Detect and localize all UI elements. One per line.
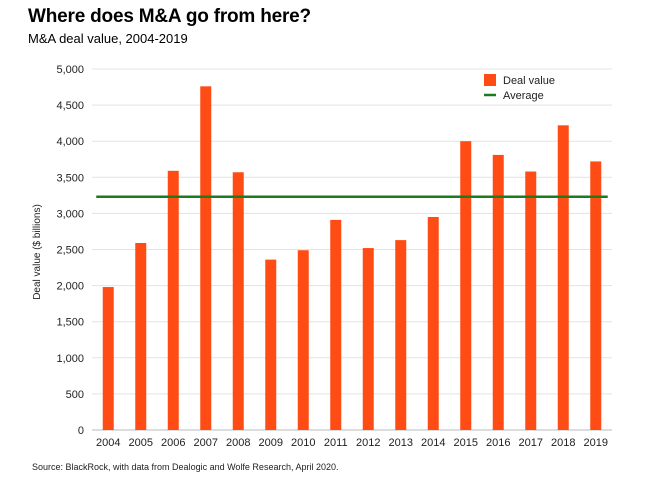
x-tick-label: 2014 bbox=[421, 437, 445, 449]
x-tick-label: 2007 bbox=[194, 437, 218, 449]
legend-label-average: Average bbox=[503, 90, 544, 102]
bars bbox=[102, 86, 602, 431]
bar-2009 bbox=[265, 259, 277, 430]
y-axis-label: Deal value ($ billions) bbox=[32, 204, 43, 300]
bar-2014 bbox=[427, 217, 439, 430]
bar-2010 bbox=[297, 250, 309, 430]
x-tick-label: 2006 bbox=[161, 437, 185, 449]
bar-2019 bbox=[590, 161, 602, 430]
x-tick-label: 2019 bbox=[584, 437, 608, 449]
x-tick-label: 2009 bbox=[259, 437, 283, 449]
bar-2006 bbox=[167, 170, 179, 430]
source-note: Source: BlackRock, with data from Dealog… bbox=[32, 462, 339, 472]
x-tick-label: 2015 bbox=[454, 437, 478, 449]
x-tick-label: 2005 bbox=[129, 437, 153, 449]
x-tick-label: 2018 bbox=[551, 437, 575, 449]
chart-subtitle: M&A deal value, 2004-2019 bbox=[28, 31, 188, 46]
y-tick-label: 2,000 bbox=[56, 281, 84, 293]
bar-2016 bbox=[492, 154, 504, 430]
bar-2018 bbox=[557, 125, 569, 430]
x-axis-ticks: 2004 2005 2006 2007 2008 2009 2010 2011 2012 2013… bbox=[96, 437, 608, 449]
x-tick-label: 2011 bbox=[324, 437, 348, 449]
bar-2011 bbox=[330, 219, 342, 430]
bar-2017 bbox=[525, 171, 537, 431]
legend-label-deal-value: Deal value bbox=[503, 75, 555, 87]
x-tick-label: 2004 bbox=[96, 437, 120, 449]
bar-2012 bbox=[362, 248, 374, 430]
legend: Deal value Average bbox=[484, 74, 555, 102]
x-tick-label: 2017 bbox=[519, 437, 543, 449]
chart-title: Where does M&A go from here? bbox=[28, 6, 311, 27]
y-tick-label: 4,500 bbox=[56, 100, 84, 112]
y-tick-label: 3,000 bbox=[56, 208, 84, 220]
y-tick-label: 4,000 bbox=[56, 136, 84, 148]
y-tick-label: 2,500 bbox=[56, 245, 84, 257]
x-tick-label: 2008 bbox=[226, 437, 250, 449]
x-tick-label: 2010 bbox=[291, 437, 315, 449]
y-tick-label: 1,000 bbox=[56, 353, 84, 365]
bar-2004 bbox=[102, 287, 114, 430]
bar-2013 bbox=[395, 240, 407, 430]
y-tick-label: 1,500 bbox=[56, 317, 84, 329]
y-tick-label: 5,000 bbox=[56, 64, 84, 76]
bar-2008 bbox=[232, 172, 244, 430]
x-tick-label: 2012 bbox=[356, 437, 380, 449]
y-axis-ticks: 0 500 1,000 1,500 2,000 2,500 3,000 3,500 4,000 4… bbox=[56, 64, 84, 437]
y-tick-label: 0 bbox=[78, 425, 84, 437]
legend-swatch-deal-value bbox=[484, 74, 496, 86]
x-tick-label: 2013 bbox=[389, 437, 413, 449]
x-tick-label: 2016 bbox=[486, 437, 510, 449]
bar-2005 bbox=[135, 243, 147, 430]
bar-2015 bbox=[460, 141, 472, 430]
bar-2007 bbox=[200, 86, 212, 430]
bar-chart: 0 500 1,000 1,500 2,000 2,500 3,000 3,500 4,000 4… bbox=[32, 64, 612, 449]
y-tick-label: 500 bbox=[66, 389, 84, 401]
y-tick-label: 3,500 bbox=[56, 172, 84, 184]
